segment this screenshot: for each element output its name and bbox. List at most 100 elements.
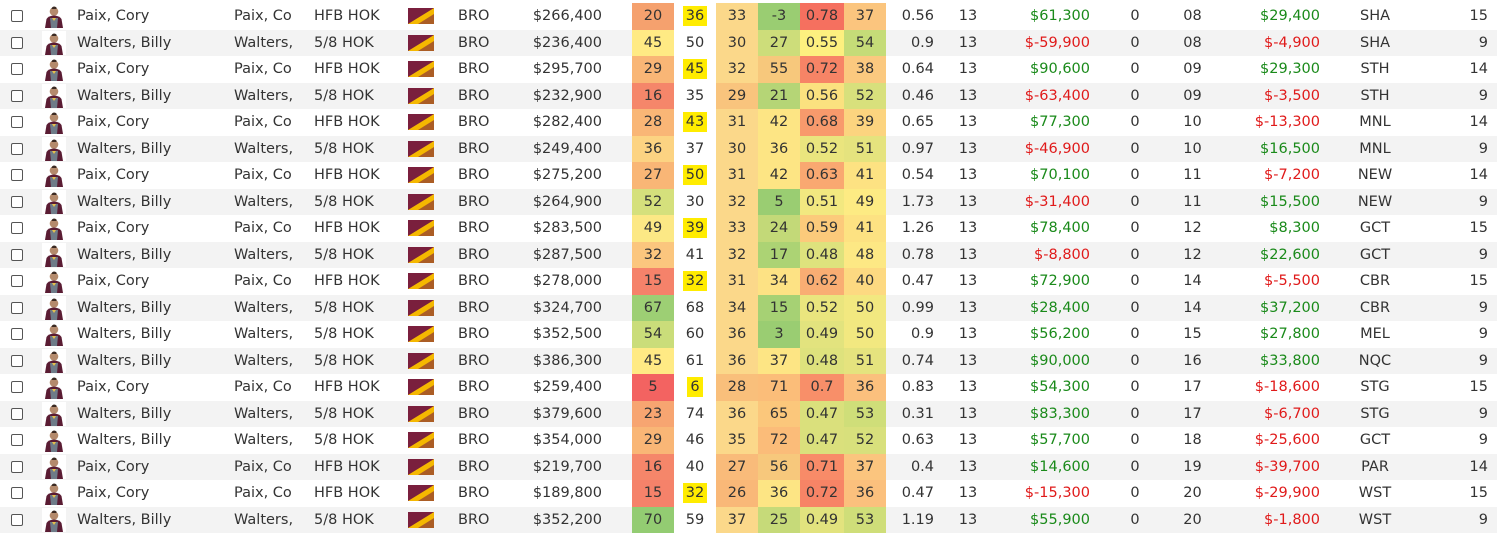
table-row[interactable]: Paix, Cory Paix, Co HFB HOK BRO $275,200 27 50… [0, 162, 1497, 189]
checkbox-box[interactable] [11, 222, 23, 235]
stat-cell-2: 68 [674, 294, 716, 321]
row-select-checkbox[interactable] [9, 162, 25, 189]
player-name[interactable]: Walters, Billy [77, 432, 172, 449]
table-row[interactable]: Walters, Billy Walters, 5/8 HOK BRO $232,900… [0, 82, 1497, 110]
team-flag-icon [408, 374, 434, 401]
table-row[interactable]: Walters, Billy Walters, 5/8 HOK BRO $352,200… [0, 506, 1497, 534]
table-row[interactable]: Walters, Billy Walters, 5/8 HOK BRO $386,300… [0, 347, 1497, 375]
checkbox-box[interactable] [11, 328, 23, 341]
stat-cell-5: 0.48 [800, 241, 844, 268]
checkbox-box[interactable] [11, 116, 23, 129]
player-name[interactable]: Walters, Billy [77, 246, 172, 263]
opponent-code: WST [1358, 511, 1392, 528]
table-row[interactable]: Walters, Billy Walters, 5/8 HOK BRO $352,500… [0, 321, 1497, 348]
player-name[interactable]: Paix, Cory [77, 273, 150, 290]
row-select-checkbox[interactable] [9, 348, 25, 375]
player-avatar-icon [40, 507, 68, 534]
row-select-checkbox[interactable] [9, 295, 25, 322]
player-name[interactable]: Walters, Billy [77, 87, 172, 104]
table-row[interactable]: Paix, Cory Paix, Co HFB HOK BRO $189,800 15 32… [0, 480, 1497, 507]
checkbox-box[interactable] [11, 89, 23, 102]
checkbox-box[interactable] [11, 487, 23, 500]
checkbox-box[interactable] [11, 275, 23, 288]
points-per-minute: 0.97 [901, 140, 934, 157]
player-name[interactable]: Paix, Cory [77, 114, 150, 131]
checkbox-box[interactable] [11, 63, 23, 76]
checkbox-box[interactable] [11, 434, 23, 447]
table-row[interactable]: Walters, Billy Walters, 5/8 HOK BRO $324,700… [0, 294, 1497, 322]
table-row[interactable]: Walters, Billy Walters, 5/8 HOK BRO $287,500… [0, 241, 1497, 269]
stat-value: 0.78 [805, 8, 839, 25]
checkbox-box[interactable] [11, 10, 23, 23]
row-select-checkbox[interactable] [9, 374, 25, 401]
checkbox-box[interactable] [11, 354, 23, 367]
player-name[interactable]: Paix, Cory [77, 485, 150, 502]
points-per-minute: 0.54 [901, 167, 934, 184]
table-row[interactable]: Paix, Cory Paix, Co HFB HOK BRO $219,700 16 40… [0, 453, 1497, 481]
row-select-checkbox[interactable] [9, 480, 25, 507]
stat-cell-3: 27 [716, 453, 758, 480]
player-position: 5/8 HOK [314, 352, 374, 369]
checkbox-box[interactable] [11, 460, 23, 473]
player-name[interactable]: Walters, Billy [77, 511, 172, 528]
checkbox-box[interactable] [11, 381, 23, 394]
row-select-checkbox[interactable] [9, 427, 25, 454]
checkbox-box[interactable] [11, 169, 23, 182]
table-row[interactable]: Paix, Cory Paix, Co HFB HOK BRO $295,700 29 45… [0, 56, 1497, 83]
player-name[interactable]: Walters, Billy [77, 326, 172, 343]
checkbox-box[interactable] [11, 513, 23, 526]
team-code: BRO [458, 220, 490, 237]
table-row[interactable]: Walters, Billy Walters, 5/8 HOK BRO $379,600… [0, 400, 1497, 428]
row-select-checkbox[interactable] [9, 454, 25, 481]
table-row[interactable]: Paix, Cory Paix, Co HFB HOK BRO $266,400 20 36… [0, 3, 1497, 30]
player-name[interactable]: Paix, Cory [77, 8, 150, 25]
row-select-checkbox[interactable] [9, 242, 25, 269]
row-select-checkbox[interactable] [9, 109, 25, 136]
zero-count: 0 [1130, 140, 1140, 157]
player-name[interactable]: Paix, Cory [77, 167, 150, 184]
row-select-checkbox[interactable] [9, 3, 25, 30]
row-select-checkbox[interactable] [9, 507, 25, 534]
table-row[interactable]: Paix, Cory Paix, Co HFB HOK BRO $259,400 5 6 28… [0, 374, 1497, 401]
row-select-checkbox[interactable] [9, 56, 25, 83]
table-row[interactable]: Walters, Billy Walters, 5/8 HOK BRO $249,400… [0, 135, 1497, 163]
player-name[interactable]: Walters, Billy [77, 405, 172, 422]
row-select-checkbox[interactable] [9, 321, 25, 348]
row-select-checkbox[interactable] [9, 83, 25, 110]
row-select-checkbox[interactable] [9, 30, 25, 57]
team-flag-icon [408, 321, 434, 348]
zero-count: 0 [1130, 193, 1140, 210]
row-select-checkbox[interactable] [9, 215, 25, 242]
table-row[interactable]: Walters, Billy Walters, 5/8 HOK BRO $264,900… [0, 188, 1497, 216]
row-select-checkbox[interactable] [9, 136, 25, 163]
player-name[interactable]: Paix, Cory [77, 379, 150, 396]
player-name[interactable]: Paix, Cory [77, 220, 150, 237]
row-select-checkbox[interactable] [9, 268, 25, 295]
player-name[interactable]: Walters, Billy [77, 140, 172, 157]
player-price: $259,400 [532, 379, 602, 396]
player-short-name: Paix, Co [234, 273, 292, 290]
row-select-checkbox[interactable] [9, 189, 25, 216]
line-value: 9 [1478, 140, 1488, 157]
player-name[interactable]: Walters, Billy [77, 299, 172, 316]
table-row[interactable]: Walters, Billy Walters, 5/8 HOK BRO $354,000… [0, 427, 1497, 454]
checkbox-box[interactable] [11, 195, 23, 208]
stat-value: 65 [769, 405, 789, 422]
checkbox-box[interactable] [11, 142, 23, 155]
stat-value: 33 [727, 8, 747, 25]
round-number: 14 [1183, 299, 1202, 316]
row-select-checkbox[interactable] [9, 401, 25, 428]
player-name[interactable]: Walters, Billy [77, 352, 172, 369]
table-row[interactable]: Walters, Billy Walters, 5/8 HOK BRO $236,400… [0, 29, 1497, 57]
checkbox-box[interactable] [11, 248, 23, 261]
checkbox-box[interactable] [11, 407, 23, 420]
checkbox-box[interactable] [11, 36, 23, 49]
player-name[interactable]: Paix, Cory [77, 458, 150, 475]
checkbox-box[interactable] [11, 301, 23, 314]
table-row[interactable]: Paix, Cory Paix, Co HFB HOK BRO $283,500 49 39… [0, 215, 1497, 242]
table-row[interactable]: Paix, Cory Paix, Co HFB HOK BRO $278,000 15 32… [0, 268, 1497, 295]
player-name[interactable]: Walters, Billy [77, 34, 172, 51]
table-row[interactable]: Paix, Cory Paix, Co HFB HOK BRO $282,400 28 43… [0, 109, 1497, 136]
player-name[interactable]: Walters, Billy [77, 193, 172, 210]
player-name[interactable]: Paix, Cory [77, 61, 150, 78]
